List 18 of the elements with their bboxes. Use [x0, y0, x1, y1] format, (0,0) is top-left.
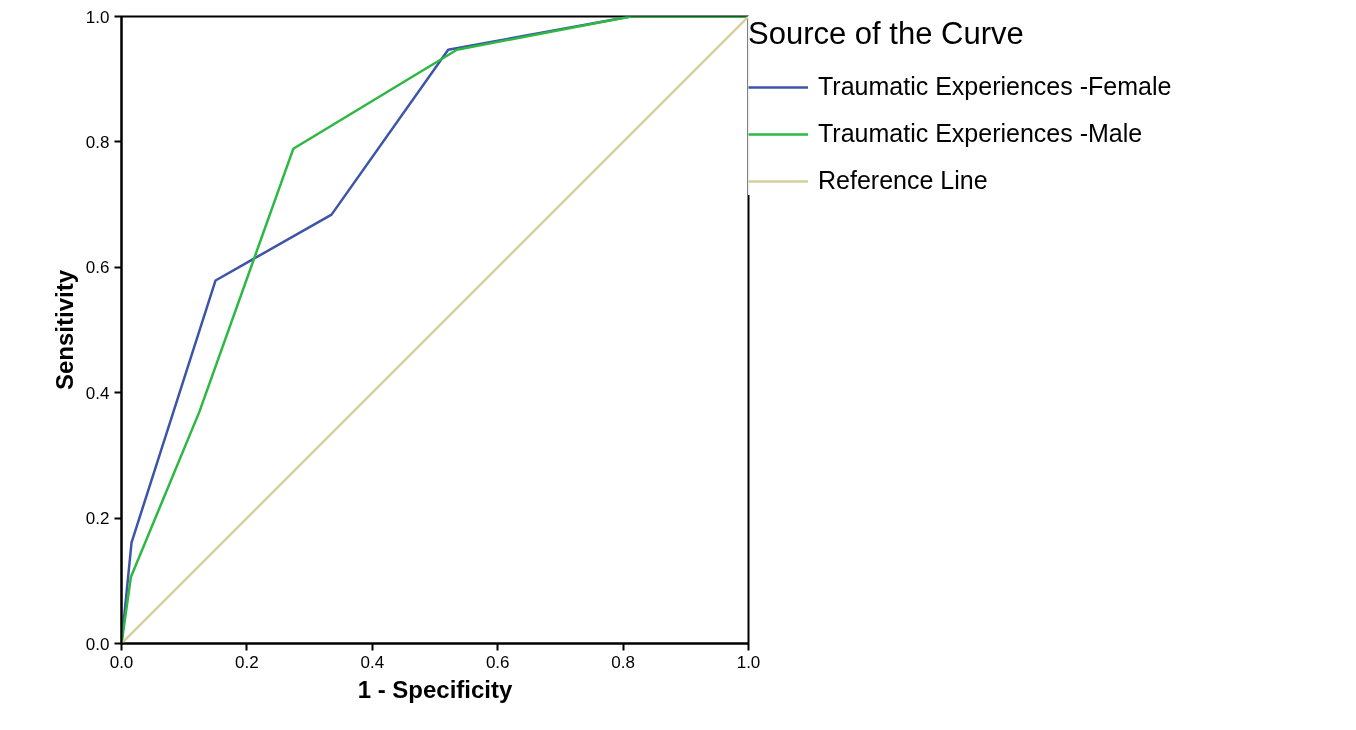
y-tick-label: 1.0: [85, 7, 110, 27]
x-tick-label: 0.6: [485, 652, 510, 672]
y-tick-label: 0.2: [85, 509, 110, 529]
x-tick-label: 0.2: [235, 652, 259, 672]
y-tick-label: 0.0: [85, 634, 110, 654]
legend-label: Traumatic Experiences -Female: [818, 72, 1172, 101]
legend-title: Source of the Curve: [748, 16, 1025, 52]
x-tick-label: 0.0: [109, 652, 134, 672]
y-tick-label: 0.8: [85, 132, 110, 152]
x-tick-label: 1.0: [736, 652, 761, 672]
y-tick-label: 0.6: [85, 258, 110, 278]
x-tick-label: 0.8: [611, 652, 635, 672]
legend-label: Reference Line: [818, 166, 988, 195]
legend-label: Traumatic Experiences -Male: [818, 119, 1143, 148]
x-axis-title: 1 - Specificity: [357, 675, 514, 703]
x-tick-label: 0.4: [360, 652, 385, 672]
y-tick-label: 0.4: [85, 383, 110, 403]
y-axis-title: Sensitivity: [50, 269, 78, 391]
